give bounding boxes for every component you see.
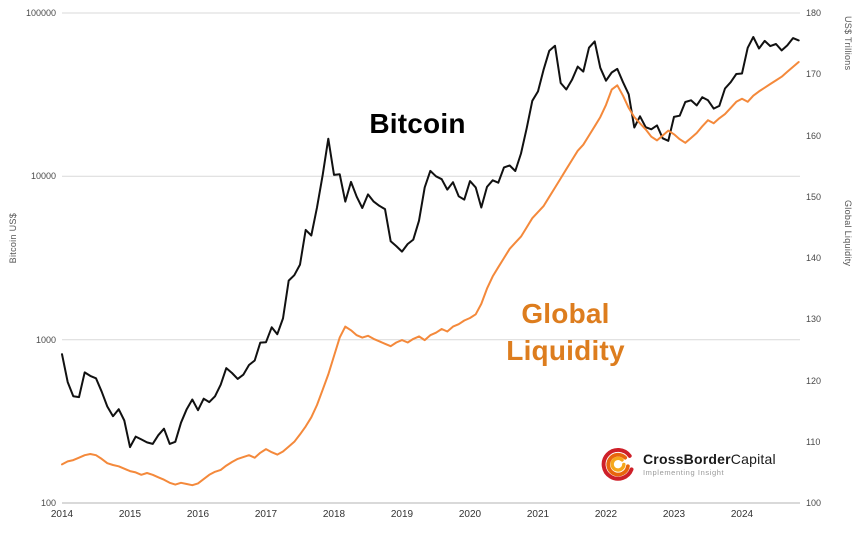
x-axis-tick-label: 2023: [662, 509, 686, 520]
y-axis-right-tick-label: 110: [806, 436, 821, 447]
x-axis-tick-label: 2016: [186, 509, 210, 520]
y-axis-right-title-mid: Global Liquidity: [843, 200, 853, 267]
x-axis-tick-label: 2022: [594, 509, 618, 520]
global-liquidity-series-label-line2: Liquidity: [506, 335, 625, 366]
y-axis-right-title-top: US$ Trillions: [843, 16, 853, 71]
gridlines: [62, 12, 800, 504]
brand-name-regular: Capital: [730, 451, 776, 467]
global-liquidity-series-label-line1: Global: [521, 298, 610, 329]
series-lines: [61, 36, 800, 487]
x-axis-tick-label: 2015: [118, 509, 142, 520]
y-axis-left-tick-label: 100: [40, 498, 56, 508]
brand-name-bold: CrossBorder: [643, 451, 731, 467]
series-line-global-liquidity: [61, 61, 800, 487]
x-axis-tick-label: 2018: [322, 509, 346, 520]
brand-tagline: Implementing Insight: [643, 468, 725, 477]
y-axis-right-tick-label: 140: [806, 253, 822, 263]
y-axis-right-tick-label: 170: [806, 69, 822, 80]
crossborder-swirl-icon: [601, 448, 634, 481]
x-axis-tick-label: 2019: [390, 509, 414, 520]
y-axis-left-tick-label: 100000: [25, 8, 56, 18]
x-axis-tick-label: 2014: [50, 509, 74, 520]
crossborder-capital-logo: CrossBorderCapital Implementing Insight: [600, 446, 776, 482]
x-axis-tick-label: 2024: [730, 509, 754, 520]
x-axis-tick-label: 2017: [254, 509, 278, 520]
y-axis-right-tick-label: 130: [806, 314, 822, 325]
y-axis-right-tick-label: 100: [806, 498, 822, 508]
y-axis-right-tick-label: 160: [806, 130, 822, 141]
brand-name: CrossBorderCapital: [643, 451, 776, 467]
x-axis-tick-label: 2021: [526, 509, 550, 520]
series-line-bitcoin: [61, 36, 800, 449]
bitcoin-series-label: Bitcoin: [369, 108, 466, 139]
y-axis-left-tick-label: 10000: [30, 171, 56, 182]
x-axis-tick-label: 2020: [458, 509, 482, 520]
y-axis-right-tick-label: 150: [806, 191, 822, 202]
y-axis-right-tick-label: 120: [806, 375, 822, 386]
y-axis-right-tick-label: 180: [806, 8, 822, 18]
y-axis-left-tick-label: 1000: [35, 334, 56, 345]
global-liquidity-series-label: Global Liquidity: [478, 295, 653, 369]
brand-text: CrossBorderCapital Implementing Insight: [643, 451, 776, 477]
y-axis-left-title: Bitcoin US$: [8, 213, 18, 264]
